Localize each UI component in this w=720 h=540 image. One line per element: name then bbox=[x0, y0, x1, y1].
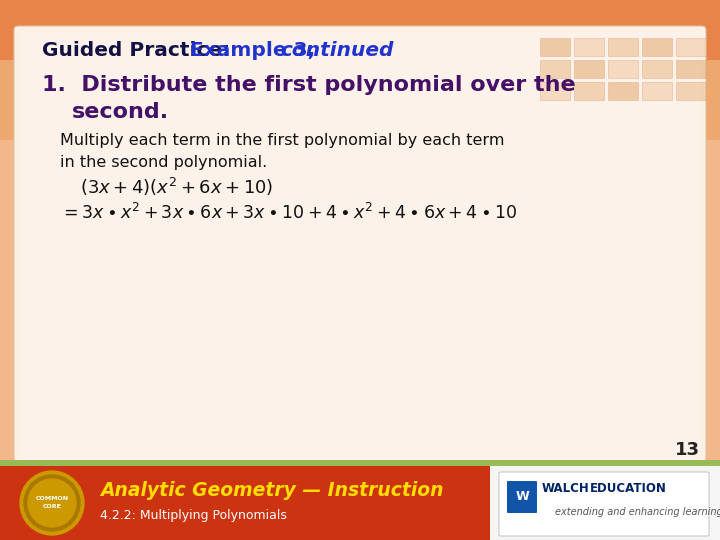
Circle shape bbox=[24, 475, 80, 531]
FancyBboxPatch shape bbox=[507, 481, 537, 513]
Bar bbox=[608, 60, 638, 78]
Text: WALCH: WALCH bbox=[542, 482, 590, 495]
Text: Analytic Geometry — Instruction: Analytic Geometry — Instruction bbox=[100, 481, 444, 500]
Bar bbox=[0, 140, 720, 540]
Bar bbox=[0, 60, 720, 540]
Text: CORE: CORE bbox=[42, 503, 61, 509]
Text: 4.2.2: Multiplying Polynomials: 4.2.2: Multiplying Polynomials bbox=[100, 510, 287, 523]
Text: 1.  Distribute the first polynomial over the: 1. Distribute the first polynomial over … bbox=[42, 75, 575, 95]
Text: $(3x + 4)(x^2 + 6x + 10)$: $(3x + 4)(x^2 + 6x + 10)$ bbox=[80, 176, 274, 198]
Bar bbox=[574, 60, 604, 78]
Text: Multiply each term in the first polynomial by each term: Multiply each term in the first polynomi… bbox=[60, 132, 505, 147]
FancyBboxPatch shape bbox=[20, 32, 700, 460]
Text: EDUCATION: EDUCATION bbox=[590, 482, 667, 495]
Bar bbox=[676, 60, 706, 78]
Bar bbox=[574, 82, 604, 100]
Text: 13: 13 bbox=[675, 441, 700, 459]
Bar bbox=[642, 38, 672, 56]
Circle shape bbox=[28, 479, 76, 527]
Text: W: W bbox=[515, 490, 529, 503]
Circle shape bbox=[20, 471, 84, 535]
Bar bbox=[540, 38, 570, 56]
Bar bbox=[0, 466, 720, 540]
Bar bbox=[0, 460, 720, 466]
Bar bbox=[540, 60, 570, 78]
Bar bbox=[0, 466, 490, 540]
Text: extending and enhancing learning: extending and enhancing learning bbox=[555, 507, 720, 517]
Bar bbox=[608, 82, 638, 100]
Text: in the second polynomial.: in the second polynomial. bbox=[60, 154, 267, 170]
Bar bbox=[608, 38, 638, 56]
FancyBboxPatch shape bbox=[499, 472, 709, 536]
Text: continued: continued bbox=[280, 40, 393, 59]
FancyBboxPatch shape bbox=[14, 26, 706, 466]
Bar bbox=[676, 38, 706, 56]
Text: Example 3,: Example 3, bbox=[190, 40, 322, 59]
Text: COMMON: COMMON bbox=[35, 496, 68, 501]
Bar bbox=[642, 82, 672, 100]
Bar bbox=[540, 82, 570, 100]
Bar bbox=[574, 38, 604, 56]
Bar bbox=[642, 60, 672, 78]
Text: Guided Practice:: Guided Practice: bbox=[42, 40, 238, 59]
Bar bbox=[676, 82, 706, 100]
Text: second.: second. bbox=[72, 102, 169, 122]
Text: $= 3x \bullet x^2 + 3x \bullet 6x + 3x \bullet 10 + 4 \bullet x^2 + 4 \bullet 6x: $= 3x \bullet x^2 + 3x \bullet 6x + 3x \… bbox=[60, 203, 518, 223]
